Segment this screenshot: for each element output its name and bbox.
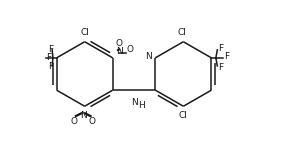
Text: F: F xyxy=(49,45,54,54)
Text: N: N xyxy=(146,52,152,61)
Text: F: F xyxy=(218,63,223,72)
Text: Cl: Cl xyxy=(80,28,89,37)
Text: O: O xyxy=(116,39,123,48)
Text: F: F xyxy=(224,52,229,61)
Text: F: F xyxy=(49,62,54,71)
Text: O: O xyxy=(127,45,134,54)
Text: Cl: Cl xyxy=(179,111,188,120)
Text: F: F xyxy=(46,53,52,62)
Text: Cl: Cl xyxy=(177,28,186,37)
Text: N: N xyxy=(80,111,86,120)
Text: O: O xyxy=(71,116,78,126)
Text: F: F xyxy=(218,44,223,53)
Text: N: N xyxy=(116,47,123,56)
Text: H: H xyxy=(138,101,144,110)
Text: N: N xyxy=(131,98,137,107)
Text: O: O xyxy=(89,116,96,126)
